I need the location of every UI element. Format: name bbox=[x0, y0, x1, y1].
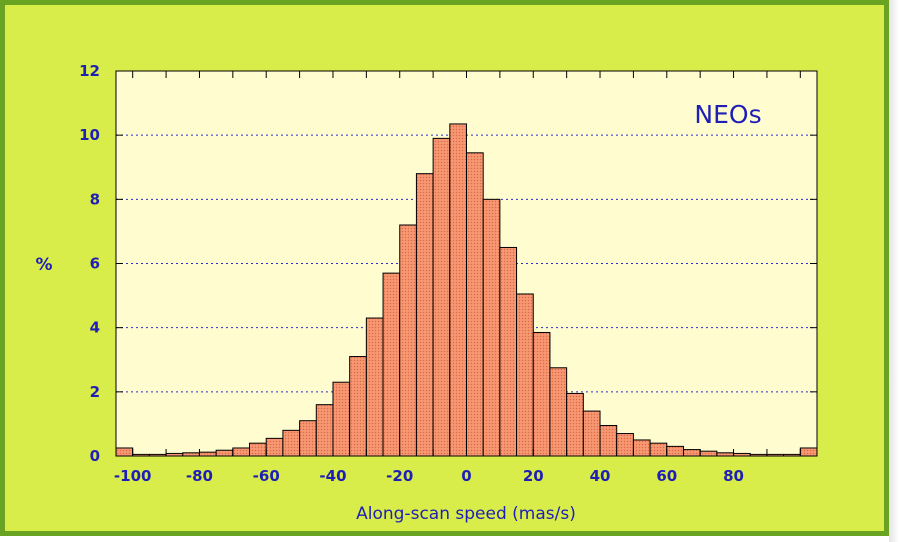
histogram-bar bbox=[249, 442, 267, 457]
x-tick-label: 60 bbox=[656, 467, 677, 485]
histogram-bar bbox=[466, 152, 484, 457]
histogram-bar bbox=[115, 447, 134, 457]
x-tick-label: -60 bbox=[253, 467, 280, 485]
x-tick-label: 20 bbox=[523, 467, 544, 485]
y-tick-label: 4 bbox=[90, 319, 100, 337]
histogram-bar bbox=[215, 449, 234, 457]
y-tick-label: 10 bbox=[79, 126, 100, 144]
bars bbox=[115, 123, 818, 457]
histogram-bar bbox=[232, 447, 251, 457]
histogram-bar bbox=[432, 137, 451, 457]
histogram-bar bbox=[399, 224, 417, 457]
histogram-bar bbox=[265, 437, 284, 457]
histogram-bar bbox=[415, 173, 434, 457]
histogram-bar bbox=[382, 272, 401, 457]
histogram-bar bbox=[315, 404, 334, 457]
histogram-bar bbox=[482, 198, 501, 457]
histogram-bar bbox=[699, 450, 718, 457]
neos-annotation: NEOs bbox=[694, 100, 761, 129]
histogram-bar bbox=[499, 246, 518, 457]
y-tick-label: 12 bbox=[79, 62, 100, 80]
histogram-bar bbox=[632, 439, 651, 457]
x-tick-labels: -100 -80 -60 -40 -20 0 20 40 60 80 bbox=[114, 467, 744, 485]
histogram-bar bbox=[666, 445, 684, 457]
histogram-bar bbox=[449, 123, 467, 457]
histogram-bar bbox=[349, 356, 367, 457]
y-tick-label: 2 bbox=[90, 383, 100, 401]
histogram-bar bbox=[332, 381, 351, 457]
histogram-bar bbox=[616, 433, 634, 457]
histogram-bar bbox=[532, 331, 551, 457]
x-tick-label: -20 bbox=[386, 467, 413, 485]
x-tick-label: 0 bbox=[461, 467, 471, 485]
x-tick-label: 40 bbox=[590, 467, 611, 485]
y-tick-labels: 0 2 4 6 8 10 12 bbox=[79, 62, 100, 465]
y-tick-label: 6 bbox=[90, 255, 100, 273]
histogram-bar bbox=[365, 317, 384, 457]
histogram-bar bbox=[198, 451, 217, 457]
y-tick-label: 8 bbox=[90, 190, 100, 208]
x-tick-label: -40 bbox=[319, 467, 346, 485]
x-tick-label: -80 bbox=[186, 467, 213, 485]
histogram-bar bbox=[566, 392, 584, 457]
histogram-bar bbox=[282, 429, 301, 457]
histogram-bar bbox=[799, 447, 818, 457]
frame-shadow bbox=[889, 0, 899, 542]
histogram-bar bbox=[299, 420, 317, 457]
x-axis-title: Along-scan speed (mas/s) bbox=[356, 504, 576, 524]
histogram-bar bbox=[682, 449, 701, 457]
histogram-bar bbox=[599, 425, 618, 457]
x-tick-label: -100 bbox=[114, 467, 152, 485]
histogram-bar bbox=[582, 410, 601, 457]
y-tick-label: 0 bbox=[90, 447, 100, 465]
tick-marks bbox=[116, 71, 817, 456]
histogram-bar bbox=[516, 293, 534, 457]
histogram-bar bbox=[549, 367, 568, 457]
x-tick-label: 80 bbox=[723, 467, 744, 485]
histogram-bar bbox=[649, 442, 668, 457]
y-axis-title: % bbox=[35, 255, 52, 275]
